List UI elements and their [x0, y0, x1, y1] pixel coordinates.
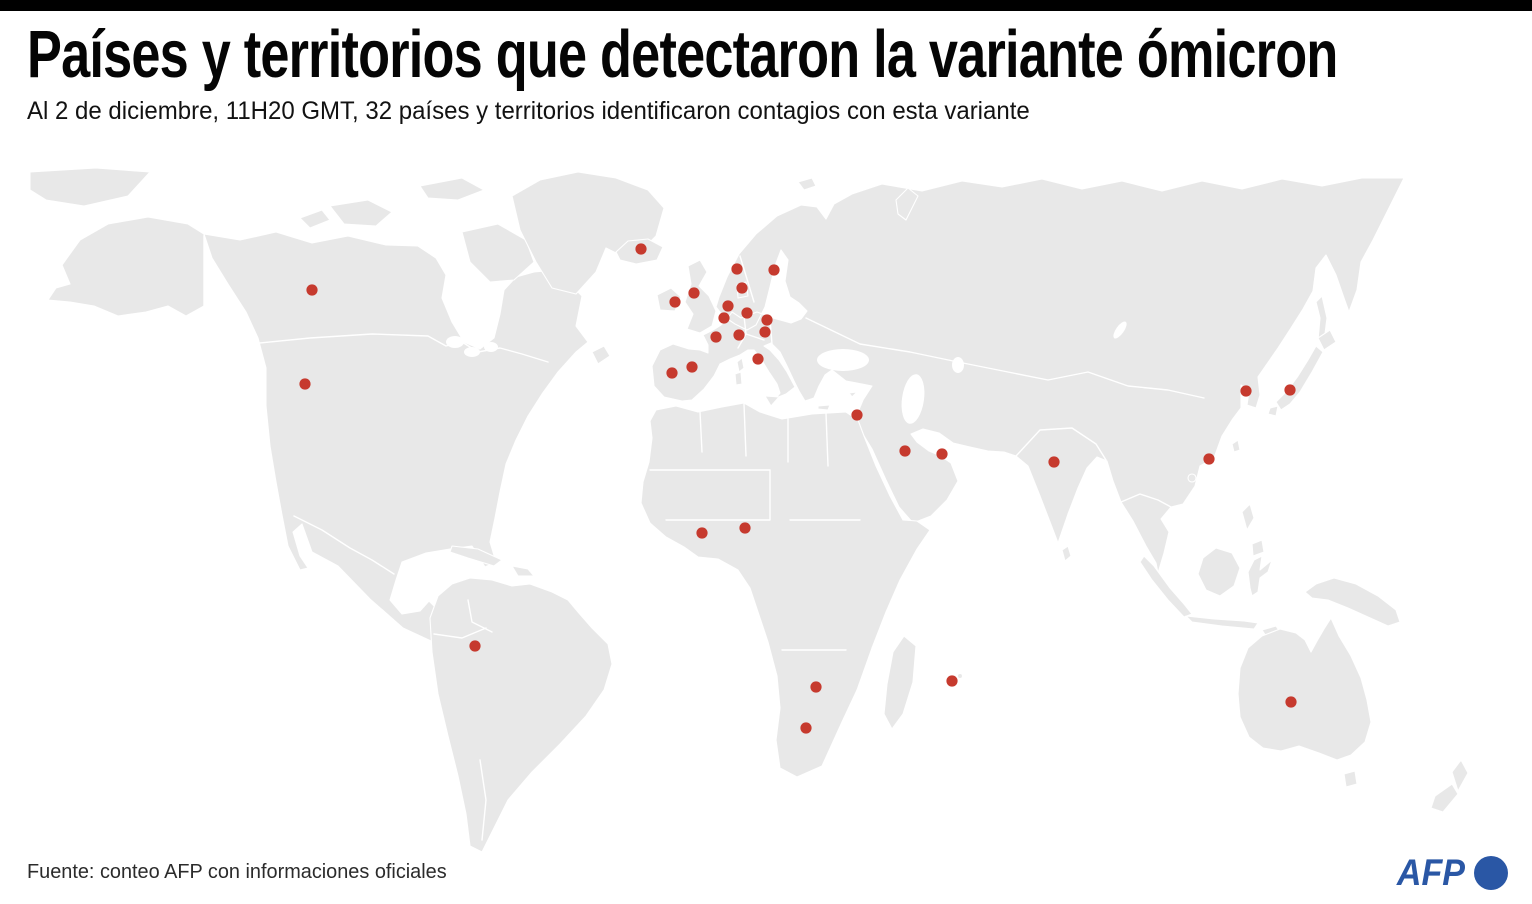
omicron-dot-italy — [752, 353, 764, 365]
landmass-sri-lanka — [1061, 545, 1072, 562]
landmass-java — [1185, 615, 1259, 630]
omicron-dot-nigeria — [739, 522, 751, 534]
aral-sea — [952, 357, 964, 373]
omicron-dot-south-africa — [800, 722, 812, 734]
landmass-sulawesi — [1247, 555, 1273, 597]
omicron-dot-switzerland — [733, 329, 745, 341]
landmass-sumatra — [1139, 555, 1193, 618]
lake-baikal — [1113, 321, 1127, 339]
afp-logo: AFP — [1391, 854, 1508, 891]
landmass-africa — [640, 402, 931, 778]
landmass-south-america — [429, 577, 613, 853]
omicron-dot-reunion — [946, 675, 958, 687]
omicron-dot-israel — [851, 409, 863, 421]
afp-logo-circle-icon — [1474, 855, 1508, 890]
great-lakes — [464, 347, 480, 357]
omicron-dot-netherlands — [722, 300, 734, 312]
landmasses — [29, 167, 1469, 853]
landmass-borneo — [1197, 547, 1241, 597]
landmass-honshu — [1275, 345, 1324, 411]
omicron-dot-france — [710, 331, 722, 343]
landmass-hispaniola — [511, 565, 535, 577]
omicron-dot-portugal — [666, 367, 678, 379]
omicron-dots — [299, 243, 1297, 734]
country-borders — [203, 235, 1205, 841]
landmass-new-guinea — [1304, 577, 1401, 627]
black-sea — [817, 349, 869, 371]
omicron-dot-brazil — [469, 640, 481, 652]
landmass-cyprus — [848, 391, 858, 398]
omicron-dot-south-korea — [1240, 385, 1252, 397]
hudson-bay — [454, 284, 490, 336]
omicron-dot-belgium — [718, 312, 730, 324]
omicron-dot-iceland — [635, 243, 647, 255]
omicron-dot-hong-kong — [1203, 453, 1215, 465]
landmass-arctic-islands — [299, 209, 331, 229]
afp-logo-text: AFP — [1396, 852, 1465, 893]
omicron-dot-usa — [299, 378, 311, 390]
top-bar — [0, 0, 1532, 11]
landmass-taiwan — [1231, 439, 1241, 453]
landmass-sardinia — [734, 371, 743, 386]
omicron-dot-saudi-arabia — [899, 445, 911, 457]
source-note: Fuente: conteo AFP con informaciones ofi… — [27, 860, 447, 883]
landmass-reunion-island — [956, 672, 964, 680]
landmass-philippines — [1241, 503, 1255, 531]
omicron-dot-spain — [686, 361, 698, 373]
landmass-alaska — [47, 216, 205, 317]
landmass-baffin — [461, 223, 535, 283]
omicron-dot-ireland — [669, 296, 681, 308]
caspian-sea — [901, 374, 925, 424]
landmass-cuba — [449, 545, 503, 567]
landmass-madagascar — [883, 635, 917, 730]
omicron-dot-india — [1048, 456, 1060, 468]
landmass-corsica — [736, 357, 745, 373]
omicron-dot-germany — [741, 307, 753, 319]
omicron-dot-australia — [1285, 696, 1297, 708]
landmass-hainan — [1187, 473, 1197, 483]
omicron-dot-canada — [306, 284, 318, 296]
landmass-sicily — [764, 395, 780, 407]
omicron-dot-austria — [759, 326, 771, 338]
landmass-newfoundland — [591, 345, 611, 365]
omicron-dot-czech-republic — [761, 314, 773, 326]
omicron-dot-united-arab-emirates — [936, 448, 948, 460]
omicron-dot-ghana — [696, 527, 708, 539]
landmass-great-britain — [684, 259, 717, 334]
landmass-new-zealand-north — [1451, 759, 1469, 792]
landmass-hokkaido — [1317, 329, 1337, 351]
landmass-new-zealand-south — [1430, 783, 1459, 813]
omicron-dot-botswana — [810, 681, 822, 693]
page-title: Países y territorios que detectaron la v… — [27, 17, 1338, 92]
page-subtitle: Al 2 de diciembre, 11H20 GMT, 32 países … — [27, 97, 1030, 125]
landmass-novaya-zemlya — [895, 187, 919, 221]
omicron-dot-japan — [1284, 384, 1296, 396]
landmass-kyushu — [1267, 405, 1279, 417]
landmass-mindanao — [1251, 539, 1265, 557]
landmass-crete — [817, 404, 831, 411]
omicron-dot-denmark — [736, 282, 748, 294]
omicron-dot-sweden — [768, 264, 780, 276]
landmass-australia — [1237, 617, 1372, 761]
landmass-arctic-islands — [419, 177, 485, 201]
landmass-tasmania — [1343, 770, 1358, 788]
omicron-dot-united-kingdom — [688, 287, 700, 299]
omicron-dot-norway — [731, 263, 743, 275]
landmass-chukotka — [29, 167, 151, 207]
inland-waters — [446, 284, 1127, 424]
landmass-svalbard — [797, 177, 817, 191]
landmass-arctic-islands — [329, 199, 393, 227]
